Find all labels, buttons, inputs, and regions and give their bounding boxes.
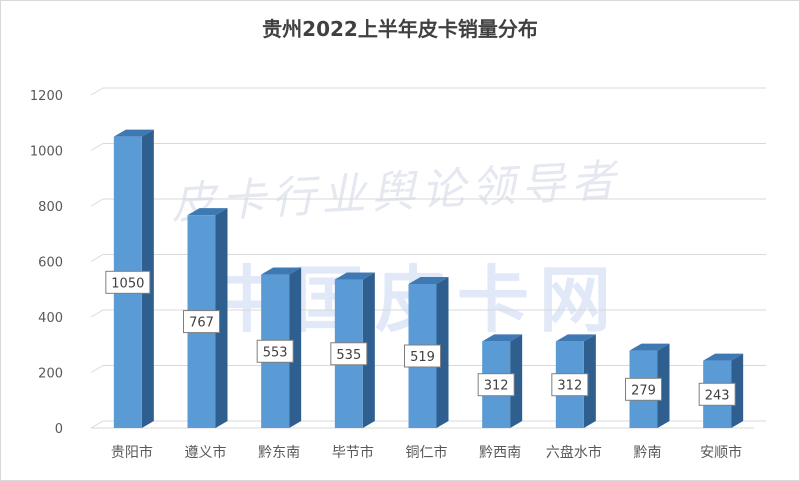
y-tick-label: 400 [38,311,63,326]
y-tick-label: 1000 [30,145,63,160]
gridline-connector [90,365,104,373]
data-label-box [698,382,736,406]
y-tick-label: 200 [38,367,63,382]
gridline-connector [90,309,104,318]
data-label: 312 [557,379,582,394]
x-tick-label: 铜仁市 [406,444,448,461]
y-tick-label: 0 [55,422,63,437]
data-label-box [330,342,368,366]
x-tick-label: 毕节市 [332,444,374,461]
gridline-connector [90,198,104,207]
gridline-connector [90,420,104,429]
bar-side [731,353,744,428]
data-label-box [183,310,220,334]
bar-top [187,208,228,216]
chart-title: 贵州2022上半年皮卡销量分布 [262,17,538,41]
data-label-box [105,270,151,294]
data-label: 519 [410,350,435,365]
gridline-connector [90,143,104,151]
data-label: 279 [631,383,656,398]
data-label-box [477,373,515,397]
gridline-connector [90,87,104,96]
bar-side [215,208,228,428]
data-label: 1050 [111,276,144,291]
bar-side [289,267,302,428]
data-label: 312 [484,379,509,394]
bar-side [510,334,523,428]
data-label: 553 [263,345,288,360]
bar-side [362,272,375,428]
x-tick-label: 贵阳市 [111,444,153,461]
data-label: 767 [189,316,214,331]
bar-top [334,272,375,280]
data-label-box [256,339,294,363]
x-tick-label: 遵义市 [185,444,227,461]
bar-top [261,267,302,275]
bar-top [555,334,596,342]
data-label: 243 [705,388,730,403]
data-label-box [404,344,441,368]
y-tick-label: 800 [38,200,63,215]
bar-top [629,343,670,351]
bar-side [583,334,596,428]
gridline-connector [90,254,104,262]
y-tick-label: 1200 [30,89,63,104]
bar-side [657,343,670,428]
bar-top [482,334,523,342]
x-tick-label: 黔东南 [258,445,300,461]
x-tick-label: 黔南 [634,445,662,461]
bar-top [408,276,449,284]
bar-side [436,276,449,428]
x-tick-label: 六盘水市 [546,444,602,461]
data-label: 535 [336,348,361,363]
y-tick-label: 600 [38,256,63,271]
bar-top [703,353,744,361]
x-tick-label: 安顺市 [700,444,742,461]
data-label-box [625,377,662,401]
x-tick-label: 黔西南 [479,445,521,461]
data-label-box [551,373,589,397]
bar-top [113,129,154,137]
